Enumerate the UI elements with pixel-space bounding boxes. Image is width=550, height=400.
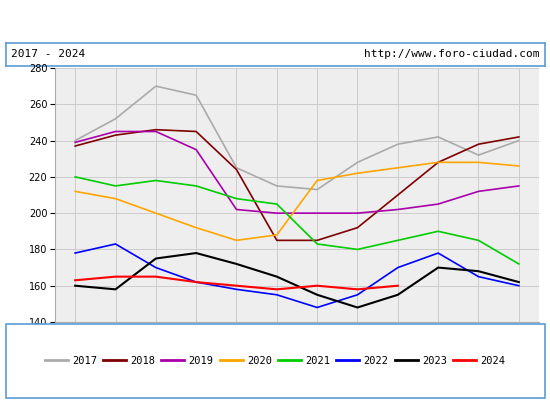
Text: Evolucion del paro registrado en Pliego: Evolucion del paro registrado en Pliego: [112, 14, 438, 28]
Text: http://www.foro-ciudad.com: http://www.foro-ciudad.com: [364, 49, 539, 59]
FancyBboxPatch shape: [6, 324, 544, 398]
Text: 2017 - 2024: 2017 - 2024: [11, 49, 85, 59]
Legend: 2017, 2018, 2019, 2020, 2021, 2022, 2023, 2024: 2017, 2018, 2019, 2020, 2021, 2022, 2023…: [41, 352, 509, 370]
